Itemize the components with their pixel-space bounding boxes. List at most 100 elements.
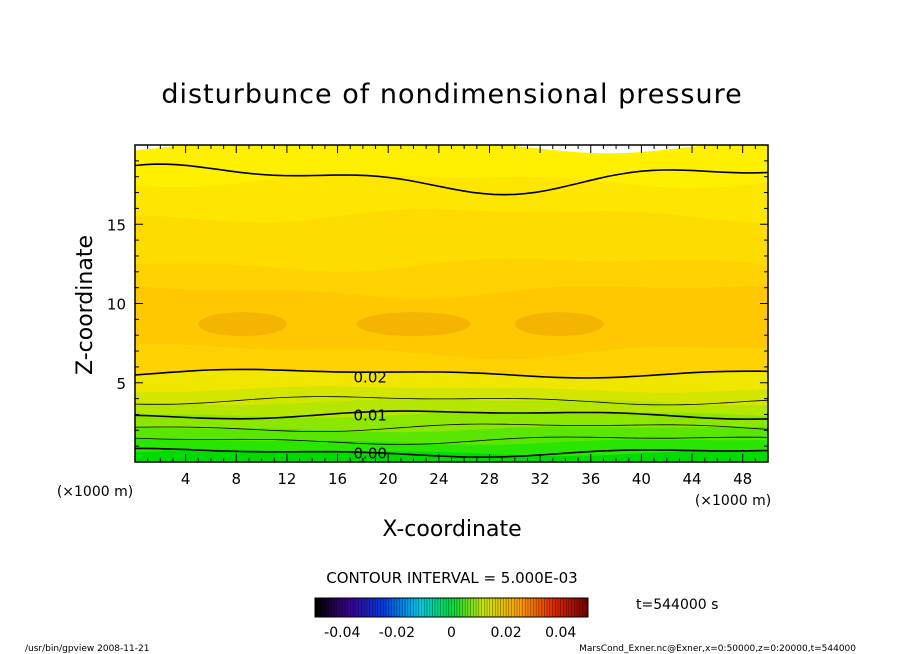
colorbar-cell: [577, 598, 581, 617]
colorbar-cell: [364, 598, 368, 617]
colorbar-cell: [497, 598, 502, 617]
colorbar-cell: [429, 598, 433, 617]
x-tick-label: 44: [682, 470, 701, 488]
colorbar-cell: [394, 598, 398, 617]
field-band: [135, 449, 768, 462]
colorbar-cell: [549, 598, 554, 617]
colorbar-cell: [361, 598, 365, 617]
colorbar-cell: [443, 598, 447, 617]
colorbar-cell: [369, 598, 373, 617]
x-axis-unit-right: (×1000 m): [695, 493, 771, 509]
colorbar-cell: [317, 598, 321, 617]
colorbar-cell: [424, 598, 428, 617]
colorbar-cell: [459, 598, 463, 617]
colorbar-cell: [574, 598, 578, 617]
colorbar-cell: [347, 598, 351, 617]
colorbar-cell: [527, 598, 532, 617]
colorbar-cell: [416, 598, 420, 617]
colorbar-cell: [563, 598, 567, 617]
colorbar-cell: [402, 598, 406, 617]
colorbar-cell: [399, 598, 403, 617]
colorbar-cell: [555, 598, 559, 617]
z-tick-label: 15: [107, 216, 126, 234]
colorbar-cell: [426, 598, 431, 617]
colorbar-cell: [484, 598, 488, 617]
colorbar-cell: [544, 598, 548, 617]
colorbar-cell: [500, 598, 504, 617]
colorbar-cell: [418, 598, 422, 617]
contour-line: [135, 423, 768, 432]
field-maximum: [356, 312, 471, 337]
colorbar-cell: [383, 598, 387, 617]
colorbar-cell: [557, 598, 562, 617]
colorbar-cell: [506, 598, 510, 617]
colorbar-frame: [314, 597, 589, 618]
colorbar-cell: [552, 598, 556, 617]
colorbar-tick-label: -0.02: [379, 625, 415, 641]
colorbar-cell: [467, 598, 472, 617]
colorbar: -0.04 -0.02 0 0.02 0.04: [314, 597, 589, 641]
colorbar-cell: [470, 598, 474, 617]
x-tick-label: 8: [232, 470, 242, 488]
colorbar-cell: [492, 598, 496, 617]
colorbar-cell: [560, 598, 564, 617]
colorbar-cell: [435, 598, 439, 617]
colorbar-cell: [489, 598, 493, 617]
colorbar-cell: [568, 598, 573, 617]
colorbar-cell: [323, 598, 327, 617]
x-tick-label: 48: [733, 470, 752, 488]
contour-label: 0.00: [354, 444, 387, 462]
colorbar-cell: [372, 598, 376, 617]
colorbar-cell: [353, 598, 357, 617]
colorbar-cell: [413, 598, 417, 617]
chart-title: disturbunce of nondimensional pressure: [161, 79, 742, 110]
field-maximum: [514, 312, 604, 337]
colorbar-cell: [385, 598, 390, 617]
x-tick-label: 12: [277, 470, 296, 488]
colorbar-cell: [391, 598, 395, 617]
colorbar-cell: [440, 598, 444, 617]
colorbar-cell: [451, 598, 455, 617]
contour-line: [135, 410, 768, 421]
colorbar-cell: [519, 598, 523, 617]
colorbar-tick-label: 0.04: [545, 625, 576, 641]
colorbar-cell: [448, 598, 452, 617]
colorbar-cell: [566, 598, 570, 617]
z-tick-label: 5: [116, 375, 126, 393]
colorbar-cell: [476, 598, 480, 617]
colorbar-cell: [421, 598, 425, 617]
colorbar-tick-label: 0: [447, 625, 456, 641]
contour-line: [135, 447, 768, 459]
colorbar-cell: [486, 598, 491, 617]
colorbar-cell: [495, 598, 499, 617]
colorbar-cell: [533, 598, 537, 617]
x-tick-label: 28: [480, 470, 499, 488]
x-tick-label: 20: [379, 470, 398, 488]
colorbar-cell: [380, 598, 384, 617]
colorbar-cell: [375, 598, 379, 617]
colorbar-cell: [339, 598, 343, 617]
colorbar-cell: [405, 598, 409, 617]
colorbar-cell: [331, 598, 335, 617]
colorbar-cell: [462, 598, 466, 617]
colorbar-cell: [315, 598, 319, 617]
x-tick-label: 4: [181, 470, 191, 488]
colorbar-cell: [366, 598, 371, 617]
x-axis-unit-left: (×1000 m): [57, 484, 133, 500]
colorbar-cell: [525, 598, 529, 617]
contour-label: 0.01: [354, 406, 387, 424]
footer-right: MarsCond_Exner.nc@Exner,x=0:50000,z=0:20…: [579, 644, 856, 654]
plot-area: 0.02 0.01 0.00: [135, 145, 768, 462]
colorbar-cell: [508, 598, 513, 617]
colorbar-cell: [410, 598, 414, 617]
x-axis-label: X-coordinate: [382, 517, 521, 542]
colorbar-cell: [541, 598, 545, 617]
colorbar-cell: [396, 598, 401, 617]
colorbar-cell: [481, 598, 485, 617]
colorbar-cell: [358, 598, 362, 617]
colorbar-cell: [328, 598, 332, 617]
colorbar-cell: [547, 598, 551, 617]
contour-line: [135, 396, 768, 406]
colorbar-cell: [478, 598, 483, 617]
